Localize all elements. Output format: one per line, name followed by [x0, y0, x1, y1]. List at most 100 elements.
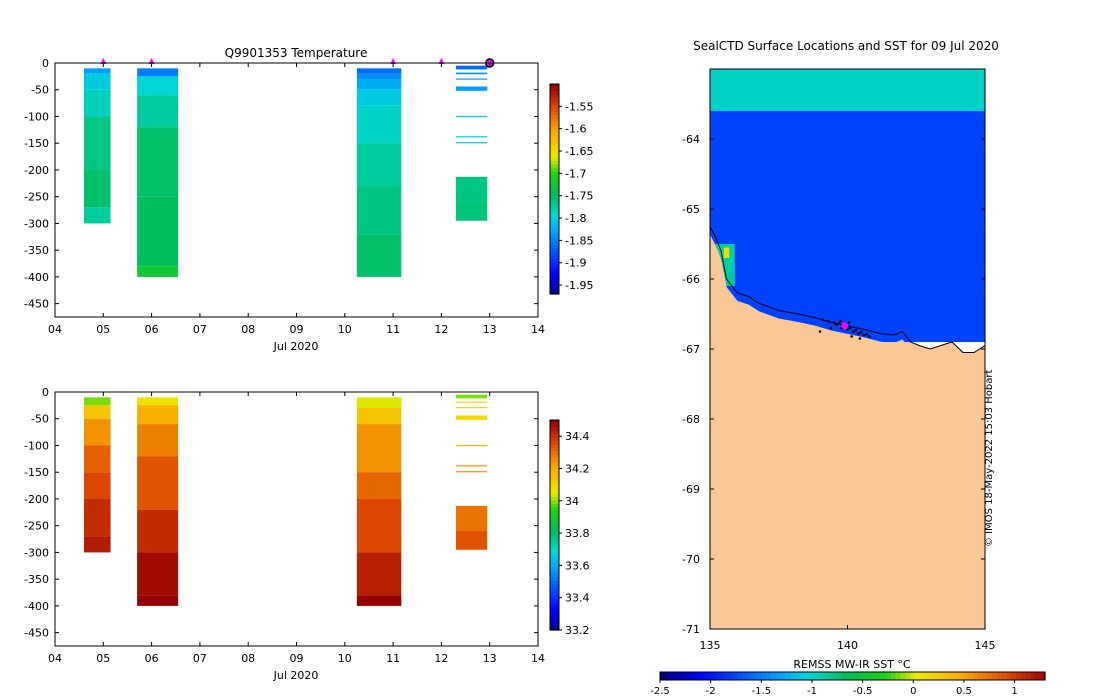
y-tick-label: -350	[24, 573, 49, 586]
map-colorbar-segment	[886, 672, 892, 680]
colorbar-segment	[550, 444, 559, 449]
profile-band	[137, 424, 179, 457]
profile-band	[83, 536, 111, 553]
salinity-colorbar: 34.4 34.2 34 33.8 33.6 33.4 33.2	[549, 419, 590, 637]
map-colorbar-segment	[799, 672, 805, 680]
colorbar-segment	[550, 136, 559, 141]
map-colorbar-segment	[1020, 672, 1027, 680]
profile-band	[455, 415, 488, 420]
colorbar-segment	[550, 147, 559, 152]
colorbar-segment	[550, 462, 559, 467]
profile-band	[455, 401, 488, 403]
map-colorbar-segment	[881, 672, 887, 680]
colorbar-segment	[550, 465, 559, 470]
map-colorbar-tick-label: -1.5	[752, 686, 772, 697]
colorbar-segment	[550, 483, 559, 488]
colorbar-segment	[550, 206, 559, 211]
profile-band	[455, 471, 488, 473]
colorbar-segment	[550, 605, 559, 610]
y-tick-label: -150	[24, 466, 49, 479]
map-colorbar-segment	[1011, 672, 1017, 680]
colorbar-segment	[550, 266, 559, 271]
colorbar-segment	[550, 479, 559, 484]
colorbar-tick-label: 34.2	[565, 462, 590, 475]
colorbar-segment	[550, 122, 559, 127]
y-tick-label: -50	[31, 413, 49, 426]
colorbar-tick-label: -1.95	[565, 279, 593, 292]
colorbar-segment	[550, 437, 559, 442]
colorbar-segment	[550, 476, 559, 481]
map-colorbar-segment	[958, 672, 964, 680]
profile-band	[83, 445, 111, 473]
map-y-tick-label: -65	[682, 203, 700, 216]
map-colorbar-segment	[712, 672, 719, 680]
map-colorbar-frame	[659, 671, 1046, 681]
map-colorbar-tick-label: -1	[807, 686, 817, 697]
profile-band	[356, 472, 402, 499]
colorbar-segment	[550, 469, 559, 474]
profile-band	[137, 405, 179, 425]
map-colorbar-segment	[708, 672, 714, 680]
x-tick-label: 14	[531, 652, 545, 665]
colorbar-segment	[550, 213, 559, 218]
map-colorbar-segment	[669, 672, 676, 680]
seal-position	[862, 333, 866, 337]
salinity-plot-area	[83, 394, 488, 606]
colorbar-segment	[550, 220, 559, 225]
colorbar-segment	[550, 238, 559, 243]
colorbar-segment	[550, 563, 559, 568]
y-tick-label: -450	[24, 627, 49, 640]
map-colorbar-segment	[857, 672, 863, 680]
x-tick-label: 04	[48, 652, 62, 665]
map-colorbar-segment	[804, 672, 810, 680]
map-colorbar-segment	[698, 672, 704, 680]
y-tick-label: -50	[31, 84, 49, 97]
profile-band	[455, 505, 488, 532]
colorbar-segment	[550, 553, 559, 558]
colorbar-segment	[550, 269, 559, 274]
profile-band	[83, 472, 111, 499]
profile-band	[356, 234, 402, 277]
colorbar-segment	[550, 626, 559, 631]
profile-band	[137, 196, 179, 267]
x-tick-label: 05	[96, 323, 110, 336]
map-colorbar-segment	[982, 672, 988, 680]
profile-band	[455, 444, 488, 447]
y-tick-label: -100	[24, 439, 49, 452]
profile-band	[137, 76, 179, 96]
map-colorbar-tick-label: -0.5	[853, 686, 873, 697]
map-colorbar-segment	[910, 672, 916, 680]
colorbar-segment	[550, 577, 559, 582]
seal-position	[850, 335, 853, 338]
colorbar-segment	[550, 518, 559, 523]
colorbar-segment	[550, 119, 559, 124]
colorbar-segment	[550, 623, 559, 628]
map-colorbar-segment	[794, 672, 801, 680]
profile-band	[455, 465, 488, 467]
colorbar-segment	[550, 273, 559, 278]
colorbar-segment	[550, 602, 559, 607]
credit-text: © IMOS 18-May-2022 15:03 Hobart	[984, 370, 995, 547]
colorbar-segment	[550, 248, 559, 253]
colorbar-tick-label: -1.75	[565, 190, 593, 203]
colorbar-segment	[550, 511, 559, 516]
map-colorbar-segment	[717, 672, 724, 680]
map-colorbar-segment	[789, 672, 796, 680]
colorbar-segment	[550, 546, 559, 551]
colorbar-segment	[550, 171, 559, 176]
map-y-tick-label: -70	[682, 553, 700, 566]
colorbar-tick-label: -1.85	[565, 234, 593, 247]
map-colorbar-segment	[1030, 672, 1036, 680]
seal-position	[839, 319, 842, 323]
x-tick-label: 11	[386, 323, 400, 336]
y-tick-label: -100	[24, 110, 49, 123]
map-colorbar-segment	[727, 672, 733, 680]
colorbar-segment	[550, 595, 559, 600]
colorbar-segment	[550, 500, 559, 505]
x-tick-label: 08	[241, 323, 255, 336]
colorbar-frame	[549, 419, 560, 631]
colorbar-tick-label: -1.55	[565, 100, 593, 113]
sst-region-green-band	[710, 69, 985, 111]
temperature-title: Q9901353 Temperature	[225, 46, 368, 60]
colorbar-segment	[550, 441, 559, 446]
